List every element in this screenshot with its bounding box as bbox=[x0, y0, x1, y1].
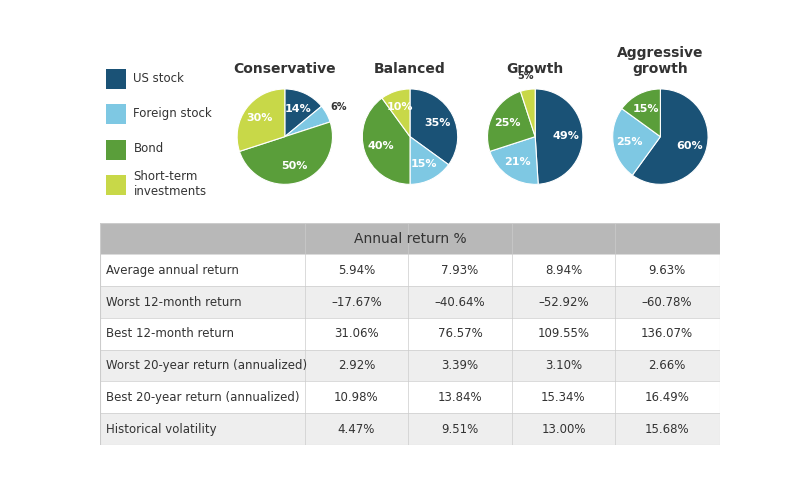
Text: 16.49%: 16.49% bbox=[645, 391, 690, 404]
Text: 31.06%: 31.06% bbox=[334, 328, 378, 340]
Wedge shape bbox=[632, 89, 708, 184]
Text: Annual return %: Annual return % bbox=[354, 232, 466, 245]
Text: 25%: 25% bbox=[617, 136, 643, 146]
Text: 35%: 35% bbox=[425, 118, 451, 128]
Text: 136.07%: 136.07% bbox=[641, 328, 693, 340]
Wedge shape bbox=[490, 136, 538, 184]
FancyBboxPatch shape bbox=[100, 318, 720, 350]
Text: 5%: 5% bbox=[518, 72, 534, 82]
Text: 15.68%: 15.68% bbox=[645, 422, 690, 436]
Text: 9.51%: 9.51% bbox=[442, 422, 478, 436]
Text: 15%: 15% bbox=[633, 104, 659, 114]
Wedge shape bbox=[410, 136, 449, 184]
FancyBboxPatch shape bbox=[100, 254, 720, 286]
FancyBboxPatch shape bbox=[106, 104, 126, 124]
FancyBboxPatch shape bbox=[100, 350, 720, 382]
Text: 3.39%: 3.39% bbox=[442, 359, 478, 372]
Text: –40.64%: –40.64% bbox=[434, 296, 486, 308]
Title: Balanced: Balanced bbox=[374, 62, 446, 76]
Text: 13.00%: 13.00% bbox=[542, 422, 586, 436]
Text: –17.67%: –17.67% bbox=[331, 296, 382, 308]
Text: 76.57%: 76.57% bbox=[438, 328, 482, 340]
FancyBboxPatch shape bbox=[106, 140, 126, 160]
Wedge shape bbox=[535, 89, 583, 184]
Text: Best 20-year return (annualized): Best 20-year return (annualized) bbox=[106, 391, 300, 404]
FancyBboxPatch shape bbox=[100, 382, 720, 413]
Text: 50%: 50% bbox=[281, 161, 307, 171]
Text: 2.66%: 2.66% bbox=[648, 359, 686, 372]
Wedge shape bbox=[239, 122, 333, 184]
Text: 5.94%: 5.94% bbox=[338, 264, 375, 277]
Text: Short-term
investments: Short-term investments bbox=[134, 170, 206, 198]
Text: 9.63%: 9.63% bbox=[648, 264, 686, 277]
Title: Growth: Growth bbox=[506, 62, 564, 76]
Wedge shape bbox=[382, 89, 410, 136]
Text: 60%: 60% bbox=[677, 141, 703, 151]
Text: 6%: 6% bbox=[330, 102, 346, 112]
Wedge shape bbox=[521, 89, 535, 136]
Wedge shape bbox=[237, 89, 285, 152]
FancyBboxPatch shape bbox=[100, 286, 720, 318]
FancyBboxPatch shape bbox=[106, 175, 126, 195]
Text: 30%: 30% bbox=[246, 114, 273, 124]
FancyBboxPatch shape bbox=[100, 222, 720, 254]
Wedge shape bbox=[285, 106, 330, 136]
Text: 3.10%: 3.10% bbox=[545, 359, 582, 372]
Wedge shape bbox=[487, 92, 535, 152]
Title: Conservative: Conservative bbox=[234, 62, 336, 76]
Text: 40%: 40% bbox=[367, 141, 394, 151]
Title: Aggressive
growth: Aggressive growth bbox=[617, 46, 704, 76]
Text: Historical volatility: Historical volatility bbox=[106, 422, 217, 436]
Text: 4.47%: 4.47% bbox=[338, 422, 375, 436]
Text: –52.92%: –52.92% bbox=[538, 296, 589, 308]
Text: 13.84%: 13.84% bbox=[438, 391, 482, 404]
Wedge shape bbox=[285, 89, 322, 136]
Text: Worst 20-year return (annualized): Worst 20-year return (annualized) bbox=[106, 359, 307, 372]
Text: 21%: 21% bbox=[505, 158, 531, 168]
Text: Worst 12-month return: Worst 12-month return bbox=[106, 296, 242, 308]
Text: –60.78%: –60.78% bbox=[642, 296, 692, 308]
Text: 25%: 25% bbox=[494, 118, 521, 128]
Text: 10.98%: 10.98% bbox=[334, 391, 378, 404]
Text: 14%: 14% bbox=[285, 104, 311, 114]
Text: Average annual return: Average annual return bbox=[106, 264, 239, 277]
Wedge shape bbox=[362, 98, 410, 184]
Text: 10%: 10% bbox=[387, 102, 414, 112]
Text: US stock: US stock bbox=[134, 72, 184, 85]
Text: Best 12-month return: Best 12-month return bbox=[106, 328, 234, 340]
FancyBboxPatch shape bbox=[106, 69, 126, 89]
FancyBboxPatch shape bbox=[100, 413, 720, 445]
Text: 49%: 49% bbox=[553, 130, 580, 140]
Wedge shape bbox=[622, 89, 660, 136]
Wedge shape bbox=[613, 108, 660, 175]
Wedge shape bbox=[410, 89, 458, 164]
Text: 15.34%: 15.34% bbox=[541, 391, 586, 404]
Text: Bond: Bond bbox=[134, 142, 164, 156]
Text: 109.55%: 109.55% bbox=[538, 328, 590, 340]
Text: 7.93%: 7.93% bbox=[442, 264, 478, 277]
Text: 15%: 15% bbox=[411, 160, 438, 170]
Text: Foreign stock: Foreign stock bbox=[134, 107, 212, 120]
Text: 2.92%: 2.92% bbox=[338, 359, 375, 372]
Text: 8.94%: 8.94% bbox=[545, 264, 582, 277]
